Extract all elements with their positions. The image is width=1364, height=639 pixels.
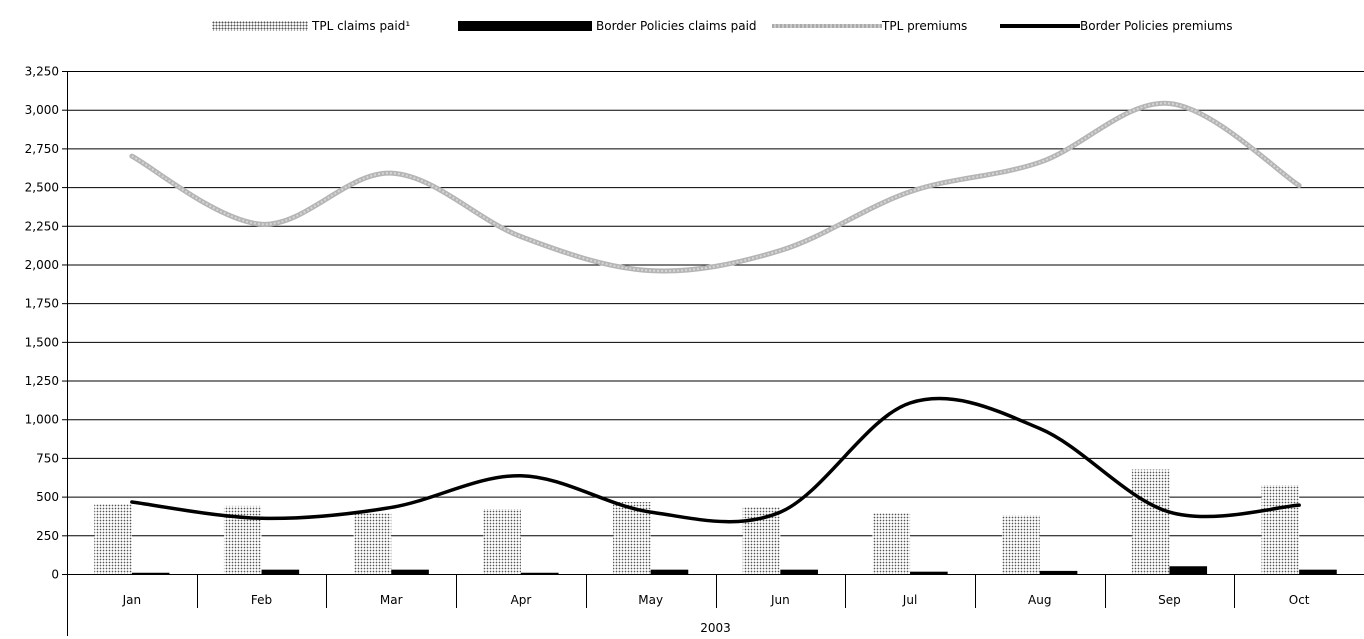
bar-tpl-claims [1131,469,1170,574]
y-tick-label: 0 [51,568,59,582]
bar-border-claims [261,569,300,574]
y-tick-label: 2,750 [25,142,59,156]
legend-swatch-tpl-claims [212,21,308,31]
legend-swatch-tpl-premiums [772,24,882,28]
bar-tpl-claims [483,508,521,574]
x-tick-label: May [638,593,663,607]
bar-border-claims [391,569,429,574]
bar-border-claims [910,571,948,574]
x-tick-label: Jul [902,593,917,607]
y-tick-label: 750 [36,451,59,465]
line-series [129,100,1302,524]
legend-item-tpl-claims: TPL claims paid¹ [212,18,410,34]
bar-series [94,469,1337,574]
y-tick-label: 1,000 [25,413,59,427]
line-border-premiums [130,396,1301,524]
axis-labels: 0 250 500 750 1,000 1,250 1,500 1,750 2,000 2,250… [25,65,1310,636]
y-tick-label: 1,250 [25,374,59,388]
legend-label-tpl-premiums: TPL premiums [882,19,968,33]
x-tick-label: Apr [511,593,532,607]
bar-border-claims [650,569,689,574]
bar-tpl-claims [872,512,911,574]
legend-label-border-claims: Border Policies claims paid [596,19,757,33]
x-tick-label: Jun [770,593,790,607]
bar-border-claims [520,572,559,574]
bar-tpl-claims [94,503,132,574]
chart-legend: TPL claims paid¹ Border Policies claims … [0,18,1364,36]
x-tick-label: Jan [122,593,142,607]
y-tick-label: 2,000 [25,258,59,272]
x-tick-label: Oct [1289,593,1310,607]
legend-item-border-premiums: Border Policies premiums [1000,18,1232,34]
axes [62,71,1364,636]
bar-tpl-claims [353,513,392,574]
y-tick-label: 3,000 [25,103,59,117]
legend-label-tpl-claims: TPL claims paid¹ [312,19,411,33]
x-tick-label: Sep [1158,593,1181,607]
y-tick-label: 1,500 [25,335,59,349]
x-tick-label: Mar [380,593,403,607]
x-tick-label: Feb [251,593,272,607]
y-tick-label: 500 [36,490,59,504]
bar-border-claims [131,572,170,574]
legend-item-tpl-premiums: TPL premiums [772,18,967,34]
y-tick-label: 2,500 [25,181,59,195]
x-group-label: 2003 [700,621,731,635]
gridlines [67,71,1364,537]
legend-swatch-border-premiums [1000,24,1080,28]
y-tick-label: 1,750 [25,297,59,311]
line-tpl-premiums-texture [131,102,1300,272]
bar-border-claims [1039,570,1078,574]
bar-border-claims [780,569,818,574]
bar-tpl-claims [613,502,651,574]
x-tick-label: Aug [1028,593,1051,607]
bar-border-claims [1299,569,1337,574]
legend-swatch-border-claims [458,21,592,31]
bar-tpl-claims [1261,485,1300,574]
bar-tpl-claims [1002,515,1040,574]
y-tick-label: 250 [36,529,59,543]
legend-label-border-premiums: Border Policies premiums [1080,19,1233,33]
bar-border-claims [1169,566,1208,574]
y-tick-label: 2,250 [25,219,59,233]
legend-item-border-claims: Border Policies claims paid [458,18,757,34]
y-tick-label: 3,250 [25,65,59,79]
